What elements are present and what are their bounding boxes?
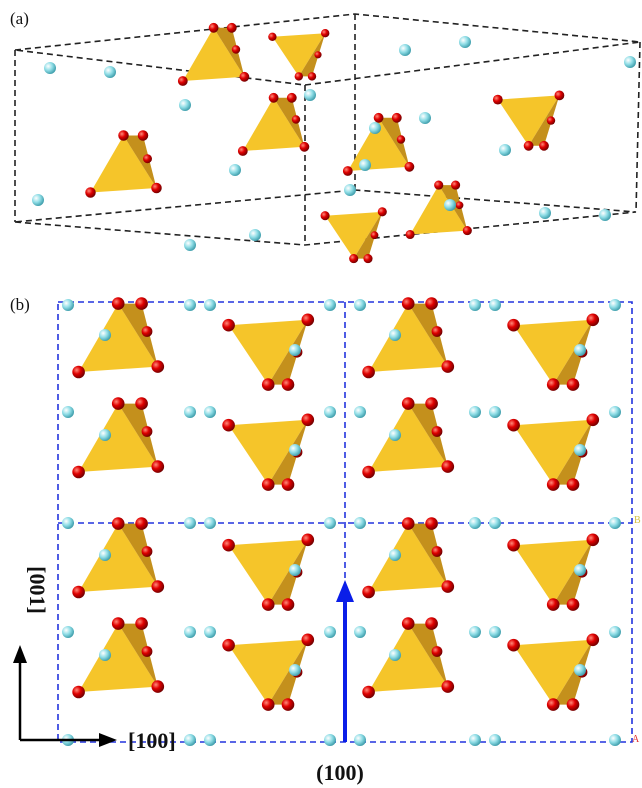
atom <box>574 564 586 576</box>
atom <box>389 649 401 661</box>
atom <box>204 734 216 746</box>
atom <box>62 406 74 418</box>
atom <box>289 564 301 576</box>
figure: B A (a) (b) [001] [100] (100) <box>0 0 642 788</box>
cell-label: A <box>632 734 640 745</box>
atom <box>469 734 481 746</box>
atom <box>624 56 636 68</box>
tetrahedron <box>72 517 164 598</box>
atom <box>184 517 196 529</box>
axis-arrow-head <box>13 645 27 663</box>
atom <box>324 734 336 746</box>
atom <box>184 406 196 418</box>
atom <box>369 122 381 134</box>
atom <box>389 549 401 561</box>
atom <box>574 664 586 676</box>
atom <box>389 329 401 341</box>
atom <box>99 429 111 441</box>
atom <box>62 299 74 311</box>
panel-label: (b) <box>10 295 30 314</box>
atom <box>44 62 56 74</box>
atom <box>32 194 44 206</box>
atom <box>459 36 471 48</box>
tetrahedron <box>72 397 164 478</box>
atom <box>469 517 481 529</box>
atom <box>444 199 456 211</box>
atom <box>184 626 196 638</box>
atom <box>359 159 371 171</box>
tetrahedron <box>362 617 454 698</box>
axis-label: [001] <box>25 566 50 614</box>
atom <box>184 299 196 311</box>
atom <box>229 164 241 176</box>
atom <box>249 229 261 241</box>
atom <box>489 517 501 529</box>
tetrahedron <box>362 397 454 478</box>
atom <box>324 517 336 529</box>
atom <box>344 184 356 196</box>
cell-label: B <box>634 515 641 526</box>
atom <box>204 406 216 418</box>
atom <box>324 406 336 418</box>
atom <box>599 209 611 221</box>
atom <box>354 517 366 529</box>
atom <box>324 299 336 311</box>
atom <box>99 329 111 341</box>
atom <box>354 734 366 746</box>
atom <box>204 626 216 638</box>
atom <box>469 299 481 311</box>
atom <box>354 406 366 418</box>
atom <box>489 299 501 311</box>
atom <box>609 406 621 418</box>
atom <box>184 239 196 251</box>
atom <box>184 734 196 746</box>
atom <box>289 344 301 356</box>
atom <box>289 444 301 456</box>
atom <box>609 517 621 529</box>
atom <box>289 664 301 676</box>
atom <box>574 444 586 456</box>
atom <box>354 299 366 311</box>
atom <box>179 99 191 111</box>
atom <box>609 626 621 638</box>
atom <box>324 626 336 638</box>
atom <box>399 44 411 56</box>
atom <box>99 649 111 661</box>
panel-label: (a) <box>10 9 29 28</box>
atom <box>469 406 481 418</box>
axis-arrow-head <box>99 733 117 747</box>
atom <box>304 89 316 101</box>
atom <box>489 734 501 746</box>
axis-label: [100] <box>128 728 176 753</box>
atom <box>499 144 511 156</box>
atom <box>489 406 501 418</box>
atom <box>354 626 366 638</box>
atom <box>389 429 401 441</box>
arrow-label: (100) <box>316 760 364 785</box>
atom <box>62 626 74 638</box>
tetrahedron <box>362 297 454 378</box>
tetrahedron <box>72 617 164 698</box>
atom <box>99 549 111 561</box>
atom <box>574 344 586 356</box>
atom <box>469 626 481 638</box>
atom <box>609 734 621 746</box>
atom <box>489 626 501 638</box>
atom <box>609 299 621 311</box>
tetrahedron <box>362 517 454 598</box>
atom <box>419 112 431 124</box>
atom <box>62 517 74 529</box>
atom <box>104 66 116 78</box>
structure-b <box>62 297 621 746</box>
arrow-head <box>336 580 354 602</box>
tetrahedron <box>72 297 164 378</box>
atom <box>204 299 216 311</box>
structure-a <box>32 23 636 263</box>
atom <box>539 207 551 219</box>
atom <box>204 517 216 529</box>
